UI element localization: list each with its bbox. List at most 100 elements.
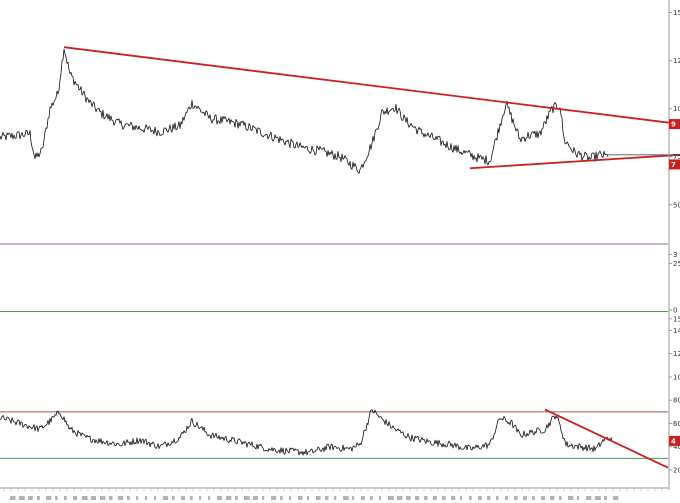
x-tick-label-blur bbox=[226, 496, 232, 500]
price-price-tag-bg bbox=[669, 119, 680, 130]
price-trendline-1 bbox=[63, 46, 680, 125]
x-tick-label-blur bbox=[460, 496, 463, 500]
x-tick-label-blur bbox=[172, 496, 175, 500]
x-tick-label-blur bbox=[136, 496, 139, 500]
x-tick-label-blur bbox=[55, 496, 58, 500]
x-tick-label-blur bbox=[100, 496, 106, 500]
y-tick-label-oscillator: 14 bbox=[673, 327, 680, 335]
x-tick-label-blur bbox=[532, 496, 535, 500]
x-tick-label-blur bbox=[325, 496, 329, 500]
x-tick-label-blur bbox=[595, 496, 601, 500]
x-tick-label-blur bbox=[568, 496, 574, 500]
x-tick-label-blur bbox=[514, 496, 518, 500]
x-tick-label-blur bbox=[559, 496, 562, 500]
x-tick-label-blur bbox=[244, 496, 250, 500]
oscillator-price-tag-label: 4 bbox=[671, 437, 676, 445]
x-tick-label-blur bbox=[109, 496, 113, 500]
x-tick-label-blur bbox=[586, 496, 592, 500]
x-tick-label-blur bbox=[289, 496, 292, 500]
x-tick-label-blur bbox=[154, 496, 157, 500]
x-tick-label-blur bbox=[478, 496, 482, 500]
x-tick-label-blur bbox=[28, 496, 33, 500]
price-price-tag-bg bbox=[669, 159, 680, 170]
price-price-tag-label: 9 bbox=[671, 121, 676, 129]
x-tick-label-blur bbox=[262, 496, 265, 500]
x-tick-label-blur bbox=[577, 496, 580, 500]
x-tick-label-blur bbox=[397, 496, 403, 500]
x-tick-label-blur bbox=[253, 496, 259, 500]
y-tick-label-oscillator: 40 bbox=[673, 443, 680, 451]
x-tick-label-blur bbox=[343, 496, 349, 500]
x-tick-label-blur bbox=[352, 496, 355, 500]
x-tick-label-blur bbox=[469, 496, 472, 500]
oscillator-series-line bbox=[0, 409, 613, 456]
x-tick-label-blur bbox=[451, 496, 456, 500]
x-tick-label-blur bbox=[550, 496, 555, 500]
x-tick-label-blur bbox=[523, 496, 527, 500]
x-tick-label-blur bbox=[496, 496, 499, 500]
x-tick-label-blur bbox=[424, 496, 428, 500]
x-tick-label-blur bbox=[235, 496, 238, 500]
x-tick-label-blur bbox=[379, 496, 382, 500]
y-tick-label-price: 50 bbox=[673, 201, 680, 209]
y-tick-label-oscillator: 15 bbox=[673, 315, 680, 323]
x-tick-label-blur bbox=[388, 496, 394, 500]
x-tick-label-blur bbox=[82, 496, 88, 500]
x-tick-label-blur bbox=[64, 496, 67, 500]
x-tick-label-blur bbox=[37, 496, 41, 500]
x-tick-label-blur bbox=[118, 496, 124, 500]
x-tick-label-blur bbox=[298, 496, 303, 500]
y-tick-label-oscillator: 20 bbox=[673, 467, 680, 475]
x-tick-label-blur bbox=[442, 496, 446, 500]
x-tick-label-blur bbox=[208, 496, 211, 500]
oscillator-levels bbox=[0, 411, 668, 459]
price-price-tag-label: 7 bbox=[671, 161, 676, 169]
x-tick-label-blur bbox=[91, 496, 97, 500]
x-tick-label-blur bbox=[127, 496, 130, 500]
x-tick-label-blur bbox=[73, 496, 78, 500]
y-tick-label-price: 75 bbox=[673, 153, 680, 161]
x-tick-label-blur bbox=[604, 496, 607, 500]
x-tick-label-blur bbox=[505, 496, 508, 500]
x-tick-label-blur bbox=[199, 496, 202, 500]
panel-separators bbox=[0, 243, 668, 312]
x-tick-label-blur bbox=[190, 496, 193, 500]
oscillator-trendline-1 bbox=[544, 408, 669, 469]
x-tick-label-blur bbox=[271, 496, 277, 500]
x-tick-label-blur bbox=[361, 496, 365, 500]
x-tick-label-blur bbox=[334, 496, 337, 500]
y-tick-label-oscillator: 80 bbox=[673, 397, 680, 405]
x-tick-label-blur bbox=[370, 496, 373, 500]
y-tick-label-oscillator: 60 bbox=[673, 420, 680, 428]
x-tick-label-blur bbox=[163, 496, 169, 500]
y-tick-label-price: 15 bbox=[673, 9, 680, 17]
y-tick-label-middle: 0 bbox=[673, 307, 677, 315]
y-tick-label-oscillator: 10 bbox=[673, 373, 680, 381]
x-tick-label-blur bbox=[217, 496, 222, 500]
x-tick-label-blur bbox=[181, 496, 186, 500]
x-tick-label-blur bbox=[280, 496, 283, 500]
x-tick-label-blur bbox=[307, 496, 310, 500]
y-tick-label-price: 10 bbox=[673, 105, 680, 113]
x-tick-label-blur bbox=[10, 496, 16, 500]
x-tick-label-blur bbox=[613, 496, 619, 500]
x-tick-label-blur bbox=[541, 496, 545, 500]
y-tick-label-oscillator: 12 bbox=[673, 350, 680, 358]
x-tick-label-blur bbox=[19, 496, 25, 500]
x-tick-label-blur bbox=[433, 496, 437, 500]
x-tick-label-blur bbox=[46, 496, 52, 500]
y-tick-label-middle: 3 bbox=[673, 251, 677, 259]
price-trendline-2 bbox=[469, 153, 680, 170]
x-tick-label-blur bbox=[145, 496, 148, 500]
trendlines-group bbox=[63, 46, 680, 469]
x-tick-label-blur bbox=[316, 496, 321, 500]
x-tick-label-blur bbox=[487, 496, 491, 500]
oscillator-price-tag-bg bbox=[669, 435, 680, 446]
y-tick-label-price: 12 bbox=[673, 57, 680, 65]
x-tick-label-blur bbox=[406, 496, 411, 500]
y-tick-label-middle: 25 bbox=[673, 260, 680, 268]
